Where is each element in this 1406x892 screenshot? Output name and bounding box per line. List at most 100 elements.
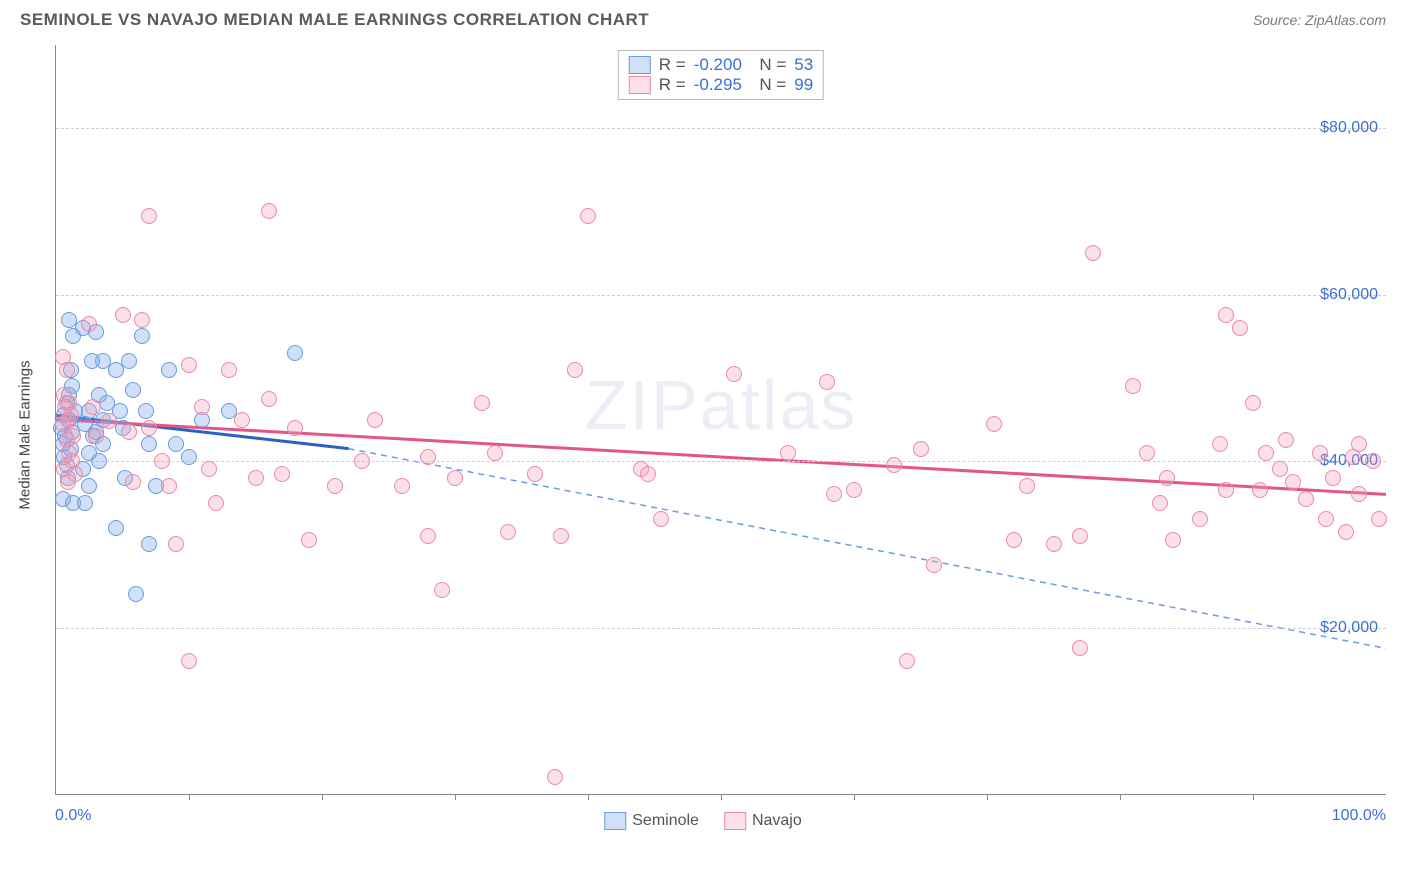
gridline bbox=[56, 628, 1386, 629]
scatter-point bbox=[327, 478, 343, 494]
xtick bbox=[1253, 794, 1254, 800]
scatter-point bbox=[1218, 307, 1234, 323]
scatter-point bbox=[141, 208, 157, 224]
xtick bbox=[322, 794, 323, 800]
chart-container: SEMINOLE VS NAVAJO MEDIAN MALE EARNINGS … bbox=[10, 10, 1396, 882]
legend-label-seminole: Seminole bbox=[632, 812, 699, 830]
legend-swatch-navajo-icon bbox=[724, 812, 746, 830]
plot-area: ZIPatlas R = -0.200 N = 53 R = -0.295 N … bbox=[55, 45, 1386, 795]
scatter-point bbox=[59, 362, 75, 378]
xtick bbox=[455, 794, 456, 800]
scatter-point bbox=[141, 436, 157, 452]
scatter-point bbox=[138, 403, 154, 419]
scatter-point bbox=[726, 366, 742, 382]
scatter-point bbox=[527, 466, 543, 482]
watermark-text: ZIPatlas bbox=[585, 365, 858, 445]
header-row: SEMINOLE VS NAVAJO MEDIAN MALE EARNINGS … bbox=[10, 10, 1396, 35]
scatter-point bbox=[121, 424, 137, 440]
trend-line bbox=[349, 449, 1386, 649]
swatch-seminole-icon bbox=[629, 56, 651, 74]
scatter-point bbox=[653, 511, 669, 527]
scatter-point bbox=[115, 307, 131, 323]
scatter-point bbox=[1019, 478, 1035, 494]
scatter-point bbox=[134, 312, 150, 328]
scatter-point bbox=[846, 482, 862, 498]
scatter-point bbox=[640, 466, 656, 482]
scatter-point bbox=[1245, 395, 1261, 411]
xtick-label: 100.0% bbox=[1332, 807, 1386, 825]
scatter-point bbox=[886, 457, 902, 473]
scatter-point bbox=[1072, 640, 1088, 656]
scatter-point bbox=[121, 353, 137, 369]
scatter-point bbox=[899, 653, 915, 669]
xtick bbox=[721, 794, 722, 800]
scatter-point bbox=[287, 345, 303, 361]
scatter-point bbox=[567, 362, 583, 378]
scatter-point bbox=[208, 495, 224, 511]
scatter-point bbox=[1165, 532, 1181, 548]
scatter-point bbox=[826, 486, 842, 502]
scatter-point bbox=[986, 416, 1002, 432]
scatter-point bbox=[1371, 511, 1387, 527]
scatter-point bbox=[1125, 378, 1141, 394]
chart-title: SEMINOLE VS NAVAJO MEDIAN MALE EARNINGS … bbox=[20, 10, 649, 30]
legend-item-seminole: Seminole bbox=[604, 812, 699, 830]
scatter-point bbox=[447, 470, 463, 486]
scatter-point bbox=[221, 362, 237, 378]
xtick bbox=[854, 794, 855, 800]
scatter-point bbox=[500, 524, 516, 540]
trend-lines-layer bbox=[56, 45, 1386, 794]
scatter-point bbox=[81, 478, 97, 494]
scatter-point bbox=[125, 382, 141, 398]
legend-bottom: Seminole Navajo bbox=[604, 812, 802, 830]
scatter-point bbox=[1212, 436, 1228, 452]
scatter-point bbox=[547, 769, 563, 785]
scatter-point bbox=[261, 391, 277, 407]
xtick bbox=[987, 794, 988, 800]
scatter-point bbox=[1298, 491, 1314, 507]
scatter-point bbox=[1318, 511, 1334, 527]
scatter-point bbox=[181, 653, 197, 669]
scatter-point bbox=[1072, 528, 1088, 544]
scatter-point bbox=[134, 328, 150, 344]
scatter-point bbox=[420, 528, 436, 544]
scatter-point bbox=[780, 445, 796, 461]
scatter-point bbox=[194, 399, 210, 415]
scatter-point bbox=[168, 436, 184, 452]
scatter-point bbox=[201, 461, 217, 477]
scatter-point bbox=[1192, 511, 1208, 527]
scatter-point bbox=[85, 399, 101, 415]
plot-wrapper: Median Male Earnings ZIPatlas R = -0.200… bbox=[10, 35, 1396, 835]
scatter-point bbox=[1139, 445, 1155, 461]
scatter-point bbox=[487, 445, 503, 461]
scatter-point bbox=[819, 374, 835, 390]
scatter-point bbox=[60, 474, 76, 490]
ytick-label: $80,000 bbox=[1320, 119, 1378, 137]
scatter-point bbox=[1285, 474, 1301, 490]
scatter-point bbox=[161, 478, 177, 494]
scatter-point bbox=[1085, 245, 1101, 261]
scatter-point bbox=[161, 362, 177, 378]
scatter-point bbox=[1351, 486, 1367, 502]
scatter-point bbox=[88, 428, 104, 444]
scatter-point bbox=[1218, 482, 1234, 498]
stat-R-navajo: -0.295 bbox=[694, 75, 742, 95]
xtick bbox=[588, 794, 589, 800]
ytick-label: $20,000 bbox=[1320, 619, 1378, 637]
gridline bbox=[56, 461, 1386, 462]
scatter-point bbox=[1046, 536, 1062, 552]
scatter-point bbox=[1351, 436, 1367, 452]
swatch-navajo-icon bbox=[629, 76, 651, 94]
scatter-point bbox=[1312, 445, 1328, 461]
scatter-point bbox=[913, 441, 929, 457]
gridline bbox=[56, 295, 1386, 296]
scatter-point bbox=[84, 353, 100, 369]
scatter-point bbox=[1338, 524, 1354, 540]
scatter-point bbox=[301, 532, 317, 548]
legend-swatch-seminole-icon bbox=[604, 812, 626, 830]
scatter-point bbox=[1159, 470, 1175, 486]
scatter-point bbox=[1006, 532, 1022, 548]
stat-R-label: R = bbox=[659, 75, 686, 95]
scatter-point bbox=[1365, 453, 1381, 469]
ytick-label: $60,000 bbox=[1320, 286, 1378, 304]
